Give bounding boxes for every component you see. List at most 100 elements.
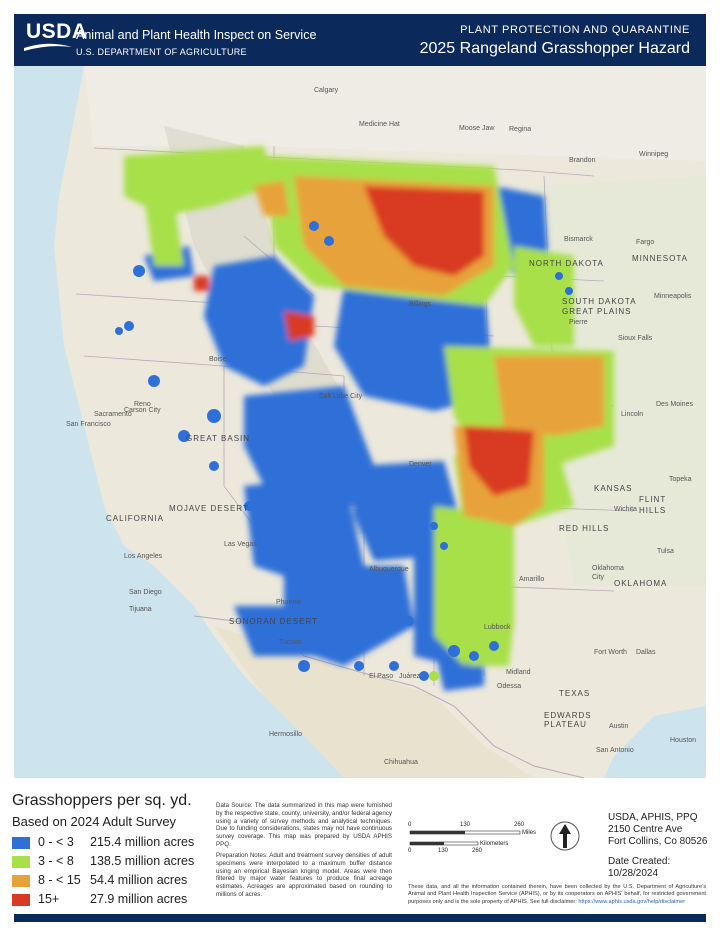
- svg-text:Calgary: Calgary: [314, 87, 339, 94]
- date-created-value: 10/28/2024: [608, 868, 659, 879]
- legend-acres: 215.4 million acres: [90, 835, 195, 849]
- disclaimer-link[interactable]: https://www.aphis.usda.gov/help/disclaim…: [578, 898, 686, 905]
- usda-logo: USDA: [26, 20, 88, 43]
- svg-text:MOJAVE DESERT: MOJAVE DESERT: [169, 504, 249, 513]
- legend-swatch: [12, 837, 30, 849]
- svg-text:San Francisco: San Francisco: [66, 421, 111, 428]
- footer-bar: [14, 914, 706, 922]
- legend-range: 3 - < 8: [38, 854, 74, 868]
- svg-text:Winnipeg: Winnipeg: [639, 151, 668, 158]
- agency-name: Animal and Plant Health Inspect on Servi…: [76, 28, 317, 42]
- contact-address-line2: Fort Collins, Co 80526: [608, 836, 708, 847]
- contact-org: USDA, APHIS, PPQ: [608, 812, 698, 823]
- svg-text:SONORAN DESERT: SONORAN DESERT: [229, 617, 318, 626]
- svg-text:PLATEAU: PLATEAU: [544, 720, 587, 729]
- scale-km-tick: 0: [408, 848, 412, 854]
- svg-text:Oklahoma: Oklahoma: [592, 565, 624, 572]
- svg-text:Dallas: Dallas: [636, 649, 656, 656]
- svg-text:Tulsa: Tulsa: [657, 548, 674, 555]
- program-name: PLANT PROTECTION AND QUARANTINE: [460, 24, 690, 36]
- svg-text:SOUTH DAKOTA: SOUTH DAKOTA: [562, 297, 637, 306]
- svg-text:Amarillo: Amarillo: [519, 576, 544, 583]
- svg-text:Reno: Reno: [134, 401, 151, 408]
- svg-text:Lincoln: Lincoln: [621, 411, 643, 418]
- svg-text:Juárez: Juárez: [399, 673, 421, 680]
- scale-miles-tick: 260: [514, 822, 525, 828]
- svg-text:Salt Lake City: Salt Lake City: [319, 393, 363, 400]
- svg-text:Bismarck: Bismarck: [564, 236, 593, 243]
- svg-text:HILLS: HILLS: [639, 506, 666, 515]
- svg-text:KANSAS: KANSAS: [594, 484, 632, 493]
- svg-text:Denver: Denver: [409, 461, 432, 468]
- usda-logo-swoosh-icon: [24, 43, 72, 51]
- svg-text:Chihuahua: Chihuahua: [384, 759, 418, 766]
- svg-text:CALIFORNIA: CALIFORNIA: [106, 514, 164, 523]
- legend-range: 8 - < 15: [38, 873, 81, 887]
- svg-text:RED HILLS: RED HILLS: [559, 524, 609, 533]
- scale-miles-tick: 0: [408, 822, 412, 828]
- svg-text:Midland: Midland: [506, 669, 531, 676]
- svg-text:Albuquerque: Albuquerque: [369, 566, 409, 573]
- svg-text:NORTH DAKOTA: NORTH DAKOTA: [529, 259, 604, 268]
- legend-swatch: [12, 894, 30, 906]
- legend-range: 0 - < 3: [38, 835, 74, 849]
- svg-text:Moose Jaw: Moose Jaw: [459, 125, 495, 132]
- north-arrow-graphic: [550, 821, 580, 851]
- preparation-note: Preparation Notes: Adult and treatment s…: [216, 852, 392, 898]
- svg-text:TEXAS: TEXAS: [559, 689, 590, 698]
- svg-text:City: City: [592, 574, 605, 581]
- hazard-map: Calgary Medicine Hat Moose Jaw Regina Br…: [14, 66, 706, 778]
- department-name: U.S. DEPARTMENT OF AGRICULTURE: [76, 47, 247, 57]
- svg-text:Brandon: Brandon: [569, 157, 596, 164]
- svg-text:Odessa: Odessa: [497, 683, 521, 690]
- svg-text:Des Moines: Des Moines: [656, 401, 693, 408]
- svg-text:Austin: Austin: [609, 723, 629, 730]
- legend-swatch: [12, 875, 30, 887]
- map-title: 2025 Rangeland Grasshopper Hazard: [419, 40, 690, 57]
- svg-text:FLINT: FLINT: [639, 495, 666, 504]
- svg-text:GREAT BASIN: GREAT BASIN: [186, 434, 250, 443]
- legend-title: Grasshoppers per sq. yd.: [12, 792, 192, 809]
- svg-text:Tijuana: Tijuana: [129, 606, 152, 613]
- data-source-note: Data Source: The data summarized in this…: [216, 802, 392, 848]
- hazard-map-canvas: Calgary Medicine Hat Moose Jaw Regina Br…: [14, 66, 706, 778]
- svg-text:Medicine Hat: Medicine Hat: [359, 121, 400, 128]
- scale-km-tick: 130: [438, 848, 449, 854]
- svg-text:Pierre: Pierre: [569, 319, 588, 326]
- legend-subtitle: Based on 2024 Adult Survey: [12, 814, 177, 829]
- svg-text:OKLAHOMA: OKLAHOMA: [614, 579, 667, 588]
- svg-text:Regina: Regina: [509, 126, 531, 133]
- svg-text:Lubbock: Lubbock: [484, 624, 511, 631]
- svg-text:Fort Worth: Fort Worth: [594, 649, 627, 656]
- svg-text:MINNESOTA: MINNESOTA: [632, 254, 688, 263]
- svg-text:Houston: Houston: [670, 737, 696, 744]
- svg-text:Carson City: Carson City: [124, 407, 161, 414]
- svg-text:Wichita: Wichita: [614, 506, 637, 513]
- scale-miles-tick: 130: [460, 822, 471, 828]
- north-arrow-icon: [550, 818, 580, 854]
- svg-text:Boise: Boise: [209, 356, 227, 363]
- svg-text:Phoenix: Phoenix: [276, 599, 302, 606]
- scale-bar: 0 130 260 Miles Kilometers 0 130 260: [406, 822, 536, 862]
- contact-address-line1: 2150 Centre Ave: [608, 824, 683, 835]
- date-created-label: Date Created:: [608, 856, 671, 867]
- svg-text:El Paso: El Paso: [369, 673, 393, 680]
- svg-text:Hermosillo: Hermosillo: [269, 731, 302, 738]
- legend-acres: 27.9 million acres: [90, 892, 188, 906]
- scale-km-tick: 260: [472, 848, 483, 854]
- svg-text:San Antonio: San Antonio: [596, 747, 634, 754]
- svg-text:Fargo: Fargo: [636, 239, 654, 246]
- legend-acres: 54.4 million acres: [90, 873, 188, 887]
- scale-km-unit: Kilometers: [480, 841, 509, 847]
- svg-text:Los Angeles: Los Angeles: [124, 553, 163, 560]
- legend-swatch: [12, 856, 30, 868]
- svg-text:Sacramento: Sacramento: [94, 411, 132, 418]
- svg-text:Billings: Billings: [409, 301, 432, 308]
- scale-bar-graphic: [409, 830, 521, 846]
- svg-text:GREAT PLAINS: GREAT PLAINS: [562, 307, 632, 316]
- disclaimer: These data, and all the information cont…: [408, 884, 706, 906]
- svg-text:EDWARDS: EDWARDS: [544, 711, 592, 720]
- svg-text:Topeka: Topeka: [669, 476, 692, 483]
- svg-text:Sioux Falls: Sioux Falls: [618, 335, 653, 342]
- svg-text:San Diego: San Diego: [129, 589, 162, 596]
